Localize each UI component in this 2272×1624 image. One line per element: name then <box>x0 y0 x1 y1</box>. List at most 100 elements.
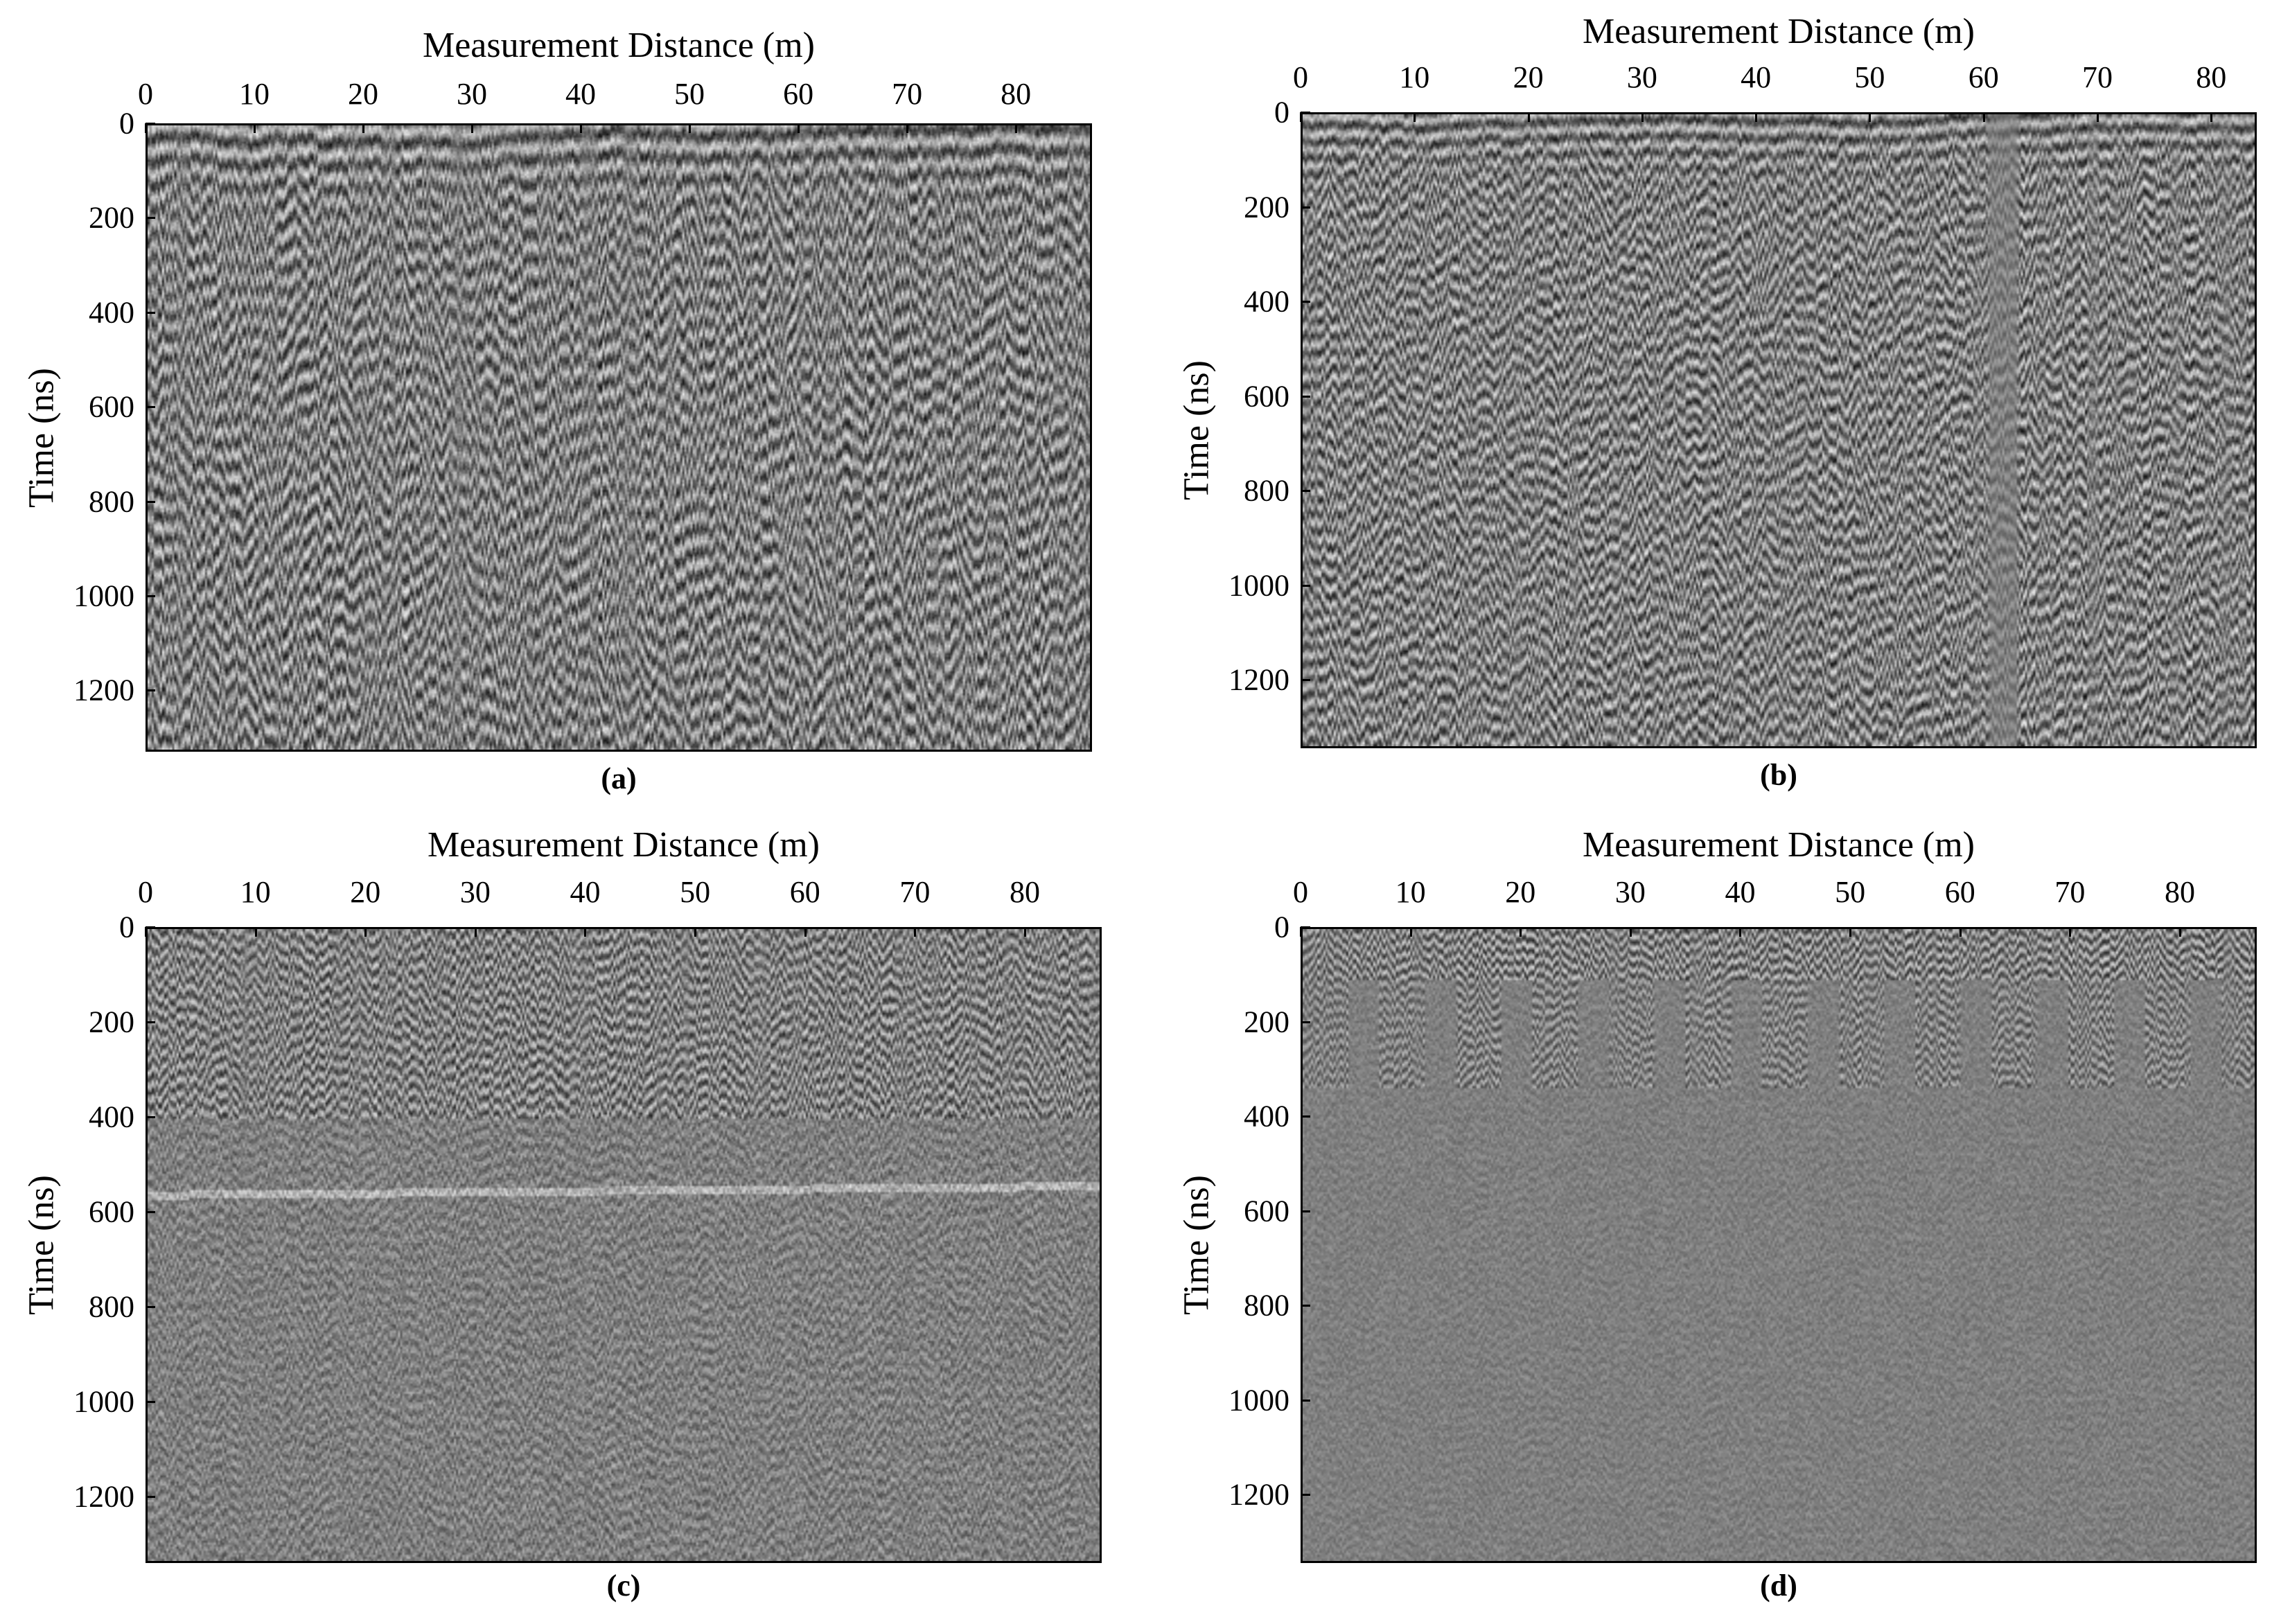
radargram-plot-area <box>146 123 1092 752</box>
radargram-plot-area <box>146 927 1102 1563</box>
y-tick-mark <box>1301 1210 1310 1212</box>
y-tick-mark <box>1301 679 1310 682</box>
y-tick-mark <box>146 1211 155 1214</box>
x-tick-label: 10 <box>1395 875 1426 909</box>
y-tick-mark <box>146 1401 155 1404</box>
x-tick-mark <box>1023 927 1026 937</box>
radargram-image <box>148 929 1100 1561</box>
y-tick-mark <box>146 926 155 928</box>
x-tick-label: 20 <box>1505 875 1536 909</box>
y-tick-label: 0 <box>119 106 134 141</box>
y-tick-label: 1200 <box>1229 662 1289 697</box>
y-tick-label: 0 <box>119 910 134 944</box>
y-tick-label: 1200 <box>1229 1477 1289 1512</box>
x-tick-mark <box>254 927 257 937</box>
y-tick-label: 200 <box>1244 1005 1289 1039</box>
x-tick-mark <box>364 927 367 937</box>
x-tick-label: 60 <box>789 875 820 909</box>
x-tick-label: 40 <box>1741 60 1772 94</box>
y-tick-mark <box>146 1496 155 1499</box>
y-tick-mark <box>146 1021 155 1023</box>
x-tick-mark <box>1849 927 1852 937</box>
x-tick-label: 70 <box>899 875 931 909</box>
x-tick-label: 0 <box>138 875 153 909</box>
y-axis-title: Time (ns) <box>1177 360 1217 500</box>
y-tick-label: 1200 <box>73 1479 134 1514</box>
x-tick-label: 40 <box>1725 875 1756 909</box>
y-tick-mark <box>1301 112 1310 114</box>
x-tick-mark <box>914 927 917 937</box>
radargram-image <box>148 125 1090 750</box>
y-tick-label: 400 <box>1244 284 1289 319</box>
y-tick-label: 600 <box>1244 1194 1289 1228</box>
x-tick-label: 0 <box>138 77 153 111</box>
x-tick-label: 60 <box>1944 875 1975 909</box>
x-tick-mark <box>804 927 807 937</box>
x-tick-mark <box>2069 927 2072 937</box>
y-tick-label: 200 <box>1244 190 1289 224</box>
radargram-image <box>1303 114 2255 746</box>
x-tick-mark <box>1015 123 1018 133</box>
x-tick-mark <box>1641 112 1644 122</box>
x-tick-mark <box>1520 927 1522 937</box>
panel-caption: (a) <box>601 761 637 795</box>
x-tick-label: 60 <box>783 77 814 111</box>
x-tick-mark <box>471 123 474 133</box>
y-axis-title: Time (ns) <box>21 1175 62 1315</box>
y-tick-mark <box>146 1116 155 1119</box>
x-tick-mark <box>1527 112 1530 122</box>
panel-caption: (c) <box>606 1569 641 1603</box>
y-tick-label: 600 <box>89 389 134 424</box>
y-tick-label: 1000 <box>1229 1383 1289 1418</box>
x-tick-mark <box>798 123 800 133</box>
x-tick-mark <box>2097 112 2099 122</box>
y-tick-mark <box>1301 395 1310 398</box>
x-tick-label: 20 <box>348 77 379 111</box>
panel-caption: (d) <box>1760 1569 1797 1603</box>
y-axis-title: Time (ns) <box>21 367 62 508</box>
y-tick-label: 1000 <box>73 1384 134 1419</box>
y-tick-mark <box>1301 1021 1310 1023</box>
y-tick-label: 600 <box>89 1194 134 1229</box>
x-tick-mark <box>254 123 256 133</box>
x-tick-label: 10 <box>239 77 270 111</box>
radargram-plot-area <box>1301 112 2257 748</box>
x-tick-mark <box>145 123 147 133</box>
x-tick-mark <box>580 123 583 133</box>
x-tick-label: 50 <box>1854 60 1885 94</box>
x-tick-label: 70 <box>2054 875 2086 909</box>
y-tick-mark <box>1301 301 1310 303</box>
x-tick-label: 50 <box>680 875 711 909</box>
radargram-plot-area <box>1301 927 2257 1563</box>
x-tick-label: 0 <box>1293 60 1308 94</box>
x-axis-title: Measurement Distance (m) <box>1582 12 1975 51</box>
x-tick-mark <box>689 123 692 133</box>
x-tick-mark <box>1629 927 1632 937</box>
y-tick-label: 1000 <box>1229 568 1289 603</box>
y-tick-mark <box>146 689 155 692</box>
x-tick-mark <box>1414 112 1416 122</box>
y-tick-mark <box>146 406 155 409</box>
x-tick-label: 30 <box>457 77 488 111</box>
y-tick-mark <box>1301 1305 1310 1307</box>
x-tick-mark <box>1300 112 1302 122</box>
y-tick-mark <box>146 594 155 597</box>
x-tick-label: 50 <box>674 77 705 111</box>
x-tick-label: 30 <box>1626 60 1657 94</box>
y-tick-mark <box>146 217 155 220</box>
y-axis-title: Time (ns) <box>1177 1175 1217 1315</box>
y-tick-mark <box>1301 584 1310 587</box>
x-tick-label: 80 <box>1001 77 1032 111</box>
radargram-image <box>1303 929 2255 1561</box>
y-tick-mark <box>1301 490 1310 493</box>
y-tick-mark <box>1301 206 1310 209</box>
y-tick-mark <box>1301 1115 1310 1118</box>
x-tick-label: 40 <box>565 77 597 111</box>
x-tick-label: 40 <box>570 875 601 909</box>
y-tick-label: 800 <box>89 1289 134 1324</box>
y-tick-mark <box>146 1306 155 1309</box>
x-axis-title: Measurement Distance (m) <box>422 26 816 65</box>
y-tick-mark <box>146 123 155 125</box>
x-tick-label: 80 <box>1009 875 1040 909</box>
x-axis-title: Measurement Distance (m) <box>427 825 820 865</box>
